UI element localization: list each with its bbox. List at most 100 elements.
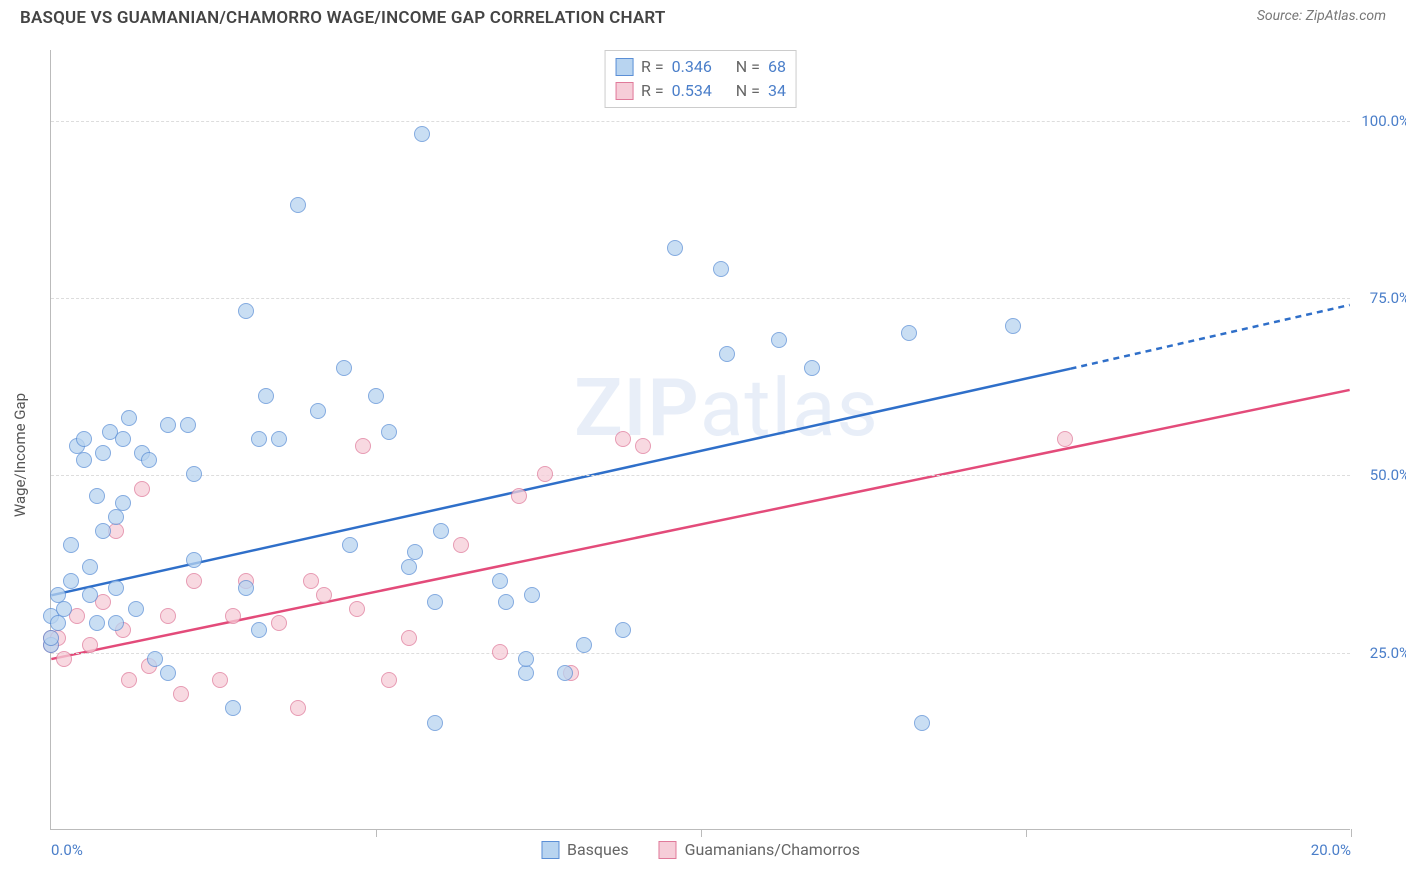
scatter-point — [914, 715, 930, 731]
scatter-point — [427, 715, 443, 731]
source-prefix: Source: — [1257, 8, 1306, 24]
scatter-point — [160, 608, 176, 624]
scatter-point — [50, 615, 66, 631]
x-tick-label: 0.0% — [51, 841, 83, 859]
scatter-point — [121, 672, 137, 688]
scatter-point — [115, 431, 131, 447]
plot-area: ZIPatlas R = 0.346 N = 68 R = 0.534 N = … — [50, 50, 1350, 830]
scatter-point — [557, 665, 573, 681]
scatter-point — [303, 573, 319, 589]
scatter-point — [342, 537, 358, 553]
series-legend: Basques Guamanians/Chamorros — [541, 840, 860, 859]
y-tick-label: 75.0% — [1355, 289, 1406, 307]
scatter-point — [212, 672, 228, 688]
scatter-point — [141, 452, 157, 468]
scatter-point — [381, 424, 397, 440]
scatter-point — [771, 332, 787, 348]
scatter-point — [290, 700, 306, 716]
scatter-point — [401, 559, 417, 575]
scatter-point — [128, 601, 144, 617]
gridline — [51, 475, 1350, 476]
stat-label-n: N = — [736, 79, 760, 103]
watermark-atlas: atlas — [700, 361, 879, 455]
source-attribution: Source: ZipAtlas.com — [1257, 8, 1386, 24]
scatter-point — [173, 686, 189, 702]
scatter-point — [524, 587, 540, 603]
legend-swatch — [659, 841, 677, 859]
scatter-point — [108, 509, 124, 525]
scatter-point — [115, 495, 131, 511]
y-axis-label: Wage/Income Gap — [11, 393, 29, 517]
chart-header: BASQUE VS GUAMANIAN/CHAMORRO WAGE/INCOME… — [0, 0, 1406, 28]
scatter-point — [355, 438, 371, 454]
scatter-point — [414, 126, 430, 142]
scatter-point — [76, 452, 92, 468]
scatter-point — [238, 303, 254, 319]
scatter-point — [336, 360, 352, 376]
legend-item: Basques — [541, 840, 629, 859]
scatter-point — [381, 672, 397, 688]
scatter-point — [310, 403, 326, 419]
scatter-point — [368, 388, 384, 404]
scatter-point — [433, 523, 449, 539]
scatter-point — [615, 431, 631, 447]
stat-legend: R = 0.346 N = 68 R = 0.534 N = 34 — [604, 50, 797, 108]
source-link[interactable]: ZipAtlas.com — [1306, 8, 1386, 24]
scatter-point — [82, 559, 98, 575]
chart-title: BASQUE VS GUAMANIAN/CHAMORRO WAGE/INCOME… — [20, 8, 666, 28]
scatter-point — [258, 388, 274, 404]
scatter-point — [186, 466, 202, 482]
gridline — [51, 121, 1350, 122]
scatter-point — [186, 552, 202, 568]
scatter-point — [1057, 431, 1073, 447]
scatter-point — [56, 601, 72, 617]
scatter-point — [498, 594, 514, 610]
y-tick-label: 50.0% — [1355, 466, 1406, 484]
scatter-point — [89, 488, 105, 504]
y-tick-label: 100.0% — [1355, 112, 1406, 130]
scatter-point — [518, 665, 534, 681]
scatter-point — [713, 261, 729, 277]
scatter-point — [95, 523, 111, 539]
scatter-point — [89, 615, 105, 631]
scatter-point — [271, 615, 287, 631]
scatter-point — [238, 580, 254, 596]
scatter-point — [511, 488, 527, 504]
y-tick-label: 25.0% — [1355, 644, 1406, 662]
stat-legend-row: R = 0.534 N = 34 — [615, 79, 786, 103]
scatter-point — [180, 417, 196, 433]
trendline-layer — [51, 50, 1350, 829]
scatter-point — [225, 608, 241, 624]
scatter-point — [492, 573, 508, 589]
chart-container: Wage/Income Gap ZIPatlas R = 0.346 N = 6… — [50, 50, 1390, 860]
scatter-point — [537, 466, 553, 482]
trendline — [51, 390, 1349, 659]
x-tick — [376, 829, 377, 837]
x-tick — [701, 829, 702, 837]
gridline — [51, 653, 1350, 654]
scatter-point — [407, 544, 423, 560]
stat-label-r: R = — [641, 79, 664, 103]
scatter-point — [82, 587, 98, 603]
scatter-point — [121, 410, 137, 426]
gridline — [51, 298, 1350, 299]
scatter-point — [251, 431, 267, 447]
scatter-point — [518, 651, 534, 667]
legend-swatch — [615, 58, 633, 76]
stat-value-r: 0.346 — [672, 55, 712, 79]
scatter-point — [667, 240, 683, 256]
scatter-point — [719, 346, 735, 362]
legend-item: Guamanians/Chamorros — [659, 840, 860, 859]
scatter-point — [56, 651, 72, 667]
scatter-point — [492, 644, 508, 660]
scatter-point — [251, 622, 267, 638]
scatter-point — [290, 197, 306, 213]
scatter-point — [271, 431, 287, 447]
stat-value-n: 68 — [768, 55, 786, 79]
legend-swatch — [615, 82, 633, 100]
scatter-point — [615, 622, 631, 638]
scatter-point — [82, 637, 98, 653]
scatter-point — [160, 665, 176, 681]
trendline — [51, 369, 1070, 596]
scatter-point — [108, 580, 124, 596]
